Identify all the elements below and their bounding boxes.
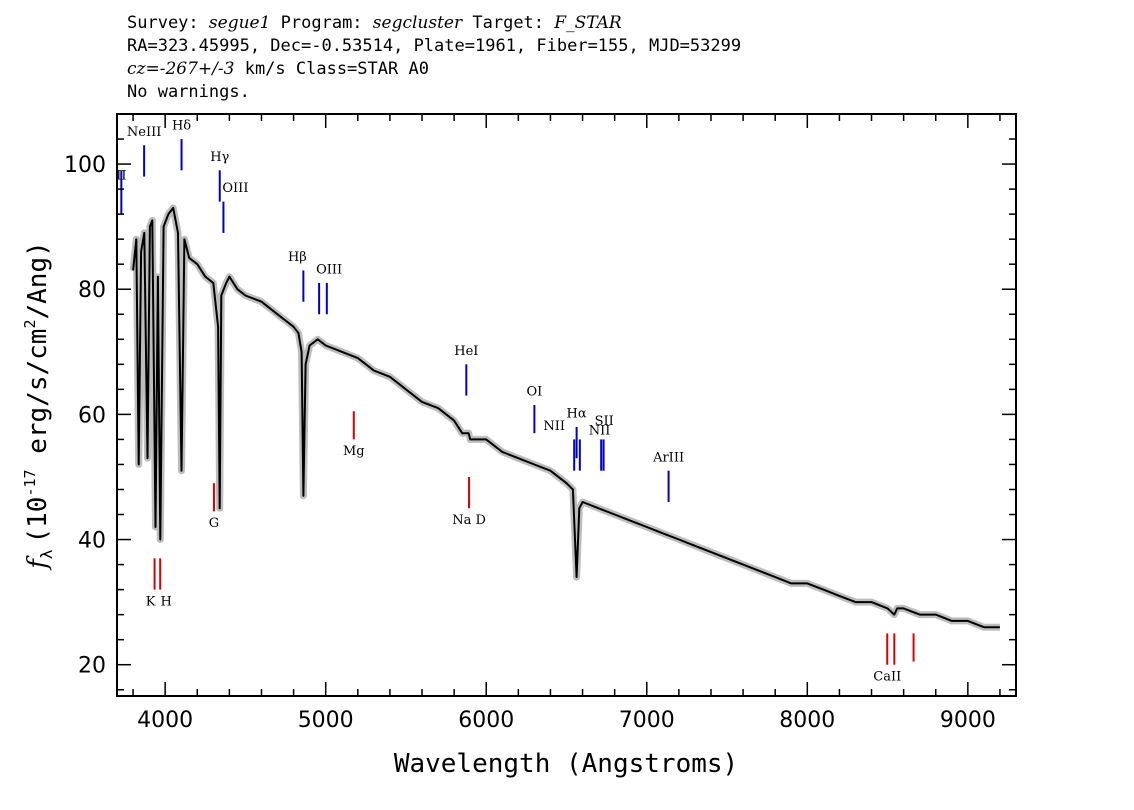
emission-line-label: OIII: [222, 181, 248, 196]
plot-frame: [116, 113, 1017, 697]
x-tick-label: 4000: [137, 708, 193, 733]
absorption-line-label: G: [209, 516, 219, 531]
emission-line-label: ArIII: [652, 450, 684, 465]
y-tick-label: 40: [78, 529, 106, 554]
y-axis-label-mid: erg/s/cm: [23, 329, 53, 470]
emission-line-label: OI: [526, 385, 542, 400]
x-axis-label: Wavelength (Angstroms): [394, 749, 738, 779]
x-tick-label: 5000: [298, 708, 354, 733]
y-tick-label: 100: [64, 153, 106, 178]
emission-line-label: Hα: [567, 407, 587, 422]
emission-line-label: NII: [543, 419, 565, 434]
absorption-line-label: K: [146, 594, 156, 609]
y-axis-label-sub: λ: [37, 549, 56, 559]
header-line-4: No warnings.: [127, 82, 250, 102]
y-axis-label-pre: (10: [23, 497, 53, 544]
target-label: Target:: [472, 13, 545, 33]
emission-line-label: OIII: [316, 263, 342, 278]
absorption-line-label: Na D: [452, 513, 486, 528]
emission-line-label: Hγ: [210, 150, 229, 165]
cz-label: cz=: [127, 59, 160, 79]
y-axis-label-post: /Ang): [23, 241, 53, 319]
y-tick-label: 20: [78, 654, 106, 679]
y-axis-label-exp2: 2: [21, 320, 39, 329]
y-axis-label-exp: -17: [21, 469, 39, 496]
x-tick-label: 7000: [619, 708, 675, 733]
program-value: segcluster: [372, 13, 463, 33]
x-tick-label: 8000: [779, 708, 835, 733]
spectrum-series: [132, 206, 1000, 629]
cz-value: -267+/-3: [159, 59, 235, 79]
emission-line-label: HeI: [454, 344, 478, 359]
emission-line-label: NeIII: [127, 125, 161, 140]
header-line-3: cz=-267+/-3 km/s Class=STAR A0: [127, 58, 741, 81]
ticks: 4000 5000 6000 7000 8000 9000 20 40 60 80 100: [64, 114, 1016, 733]
absorption-line-label: CaII: [873, 669, 901, 684]
y-tick-label: 60: [78, 403, 106, 428]
header-line-2: RA=323.45995, Dec=-0.53514, Plate=1961, …: [127, 36, 742, 56]
program-label: Program:: [280, 13, 363, 33]
survey-label: Survey:: [127, 13, 199, 33]
emission-line-label: SII: [595, 414, 614, 429]
axes: [116, 113, 1017, 697]
target-value: F_STAR: [554, 13, 622, 33]
emission-line-label: Hδ: [172, 119, 191, 134]
absorption-line-label: H: [161, 594, 172, 609]
spectrum-header: Survey: segue1 Program: segcluster Targe…: [127, 12, 741, 104]
spectrum-line: [132, 206, 1000, 629]
emission-line-label: NII: [589, 423, 611, 438]
survey-value: segue1: [208, 13, 271, 33]
x-tick-label: 9000: [940, 708, 996, 733]
cz-rest: km/s Class=STAR A0: [234, 59, 429, 79]
emission-line-label: Hβ: [288, 250, 307, 265]
emission-line-label: II: [116, 169, 126, 184]
absorption-line-label: Mg: [343, 444, 365, 459]
header-line-1: Survey: segue1 Program: segcluster Targe…: [127, 12, 741, 35]
x-tick-label: 6000: [458, 708, 514, 733]
y-tick-label: 80: [78, 278, 106, 303]
y-axis-label: fλ(10-17 erg/s/cm2/Ang): [21, 241, 56, 571]
